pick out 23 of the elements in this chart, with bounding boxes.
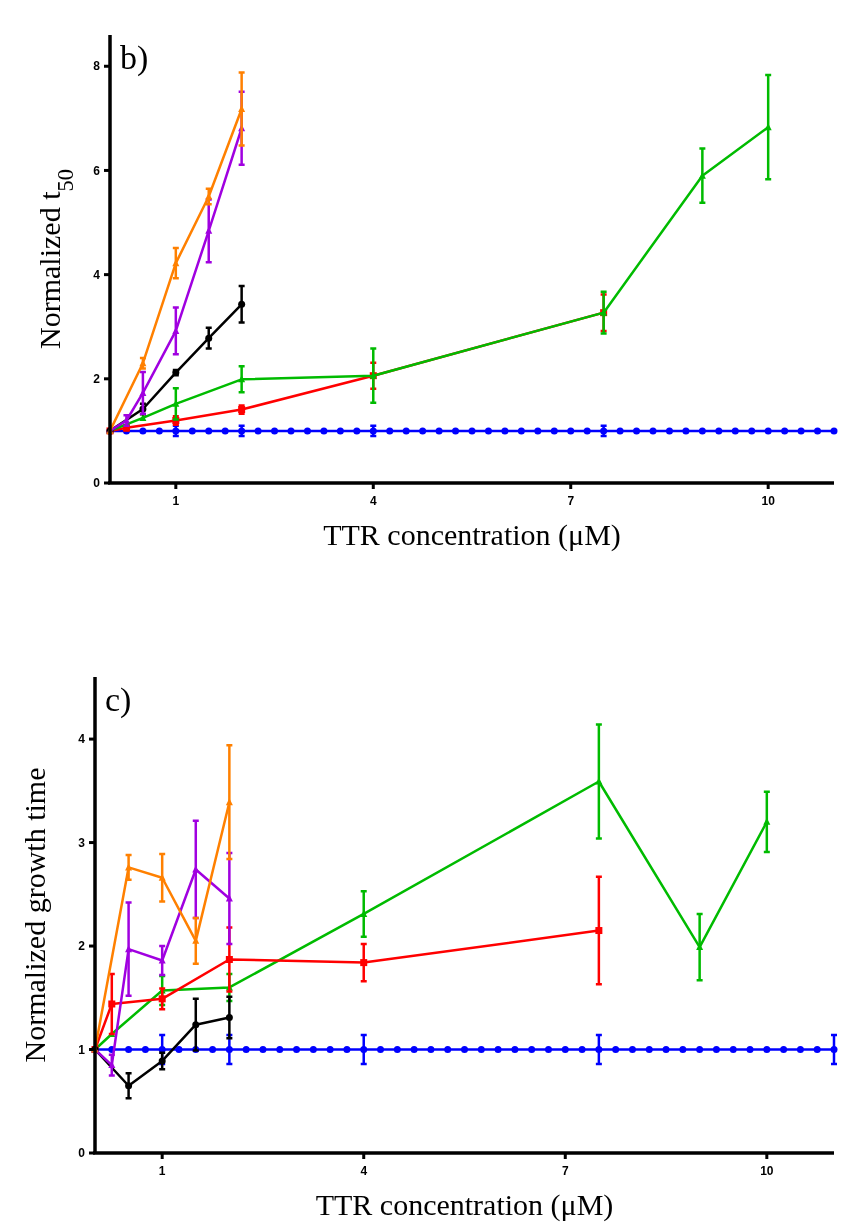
- x-tick-label: 7: [567, 494, 575, 508]
- x-tick-label: 4: [369, 494, 377, 508]
- x-tick-label: 1: [158, 1164, 166, 1178]
- y-tick-label: 0: [78, 1146, 86, 1161]
- x-tick-label: 10: [760, 1164, 774, 1178]
- chart-title: b): [120, 39, 149, 77]
- x-tick-label: 7: [561, 1164, 569, 1178]
- x-tick-label: 4: [360, 1164, 368, 1178]
- x-tick-label: 10: [761, 494, 776, 508]
- y-tick-label: 2: [93, 372, 101, 387]
- chart-title: c): [105, 681, 132, 719]
- y-axis-title: Normalized growth time: [18, 767, 51, 1063]
- x-axis-title: TTR concentration (μM): [315, 1188, 614, 1222]
- y-tick-label: 3: [78, 835, 86, 850]
- y-tick-label: 2: [78, 939, 86, 954]
- x-axis-title: TTR concentration (μM): [323, 518, 621, 552]
- y-tick-label: 0: [93, 476, 101, 491]
- y-tick-label: 8: [93, 59, 101, 74]
- y-tick-label: 1: [78, 1042, 86, 1057]
- y-tick-label: 6: [93, 163, 101, 178]
- y-tick-label: 4: [78, 732, 86, 747]
- y-tick-label: 4: [93, 267, 101, 282]
- x-tick-label: 1: [172, 494, 180, 508]
